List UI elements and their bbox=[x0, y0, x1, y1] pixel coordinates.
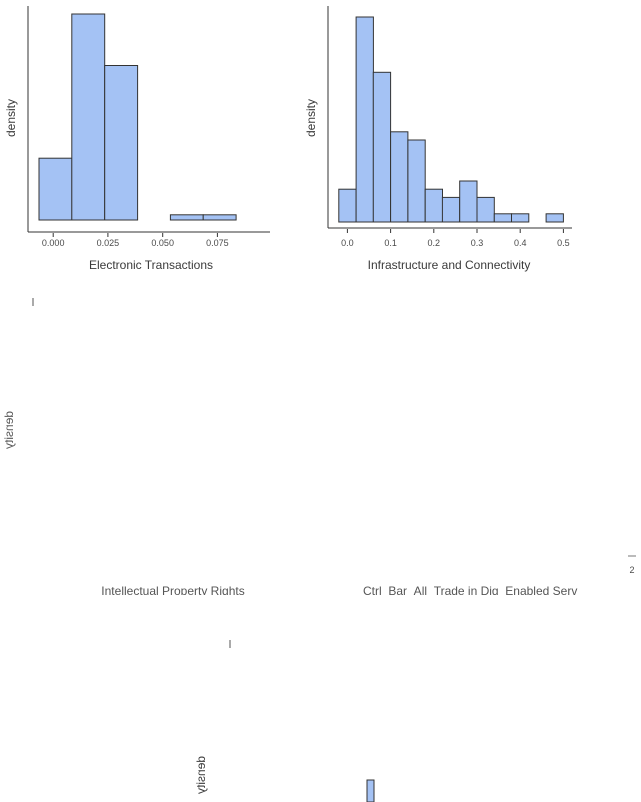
histogram-bar bbox=[38, 157, 73, 221]
histogram-bar bbox=[493, 213, 513, 223]
histogram-bar bbox=[366, 779, 375, 802]
x-tick-label: 0.0 bbox=[341, 238, 354, 248]
panel-infrastructure-and-connectivity: 0.0 0.1 0.2 0.3 0.4 0.5 Infrastructure and Co… bbox=[304, 6, 572, 272]
x-tick-group: 0.0 0.1 0.2 0.3 0.4 0.5 bbox=[341, 229, 570, 248]
histogram-bar bbox=[71, 13, 106, 221]
x-axis-title-ctrl-bar: Ctrl_Bar_All_Trade in Dig_Enabled Serv bbox=[363, 586, 578, 595]
panel-electronic-transactions: 0.000 0.025 0.050 0.075 Electronic Transact… bbox=[4, 6, 270, 272]
x-axis-title: Electronic Transactions bbox=[89, 258, 213, 272]
x-tick-label: 0.1 bbox=[384, 238, 397, 248]
histogram-bar bbox=[169, 214, 204, 221]
y-axis-title: density bbox=[304, 99, 318, 137]
y-axis-title: density bbox=[2, 411, 16, 449]
histogram-bar bbox=[407, 139, 426, 223]
x-tick-group: 0.000 0.025 0.050 0.075 bbox=[42, 233, 229, 248]
histogram-bar bbox=[202, 214, 237, 221]
histogram-bar bbox=[476, 196, 495, 223]
x-tick-label: 0.3 bbox=[471, 238, 484, 248]
histogram-bar bbox=[424, 188, 444, 223]
y-axis-title: density bbox=[194, 756, 208, 794]
x-tick-label: 0.075 bbox=[206, 238, 229, 248]
x-tick-label: 2 bbox=[629, 565, 634, 575]
histogram-bar bbox=[390, 131, 409, 223]
y-axis-title: density bbox=[4, 99, 18, 137]
panel-bottom: density bbox=[194, 640, 375, 802]
histogram-bar bbox=[441, 196, 461, 223]
histogram-bar bbox=[372, 71, 392, 223]
x-tick-label: 0.2 bbox=[428, 238, 441, 248]
bar-group bbox=[338, 16, 564, 223]
histogram-bar bbox=[459, 180, 478, 223]
x-tick-label: 0.000 bbox=[42, 238, 65, 248]
x-axis-title-ip-rights: Intellectual Property Rights bbox=[101, 586, 245, 595]
bar-group bbox=[38, 13, 237, 221]
x-tick-label: 0.5 bbox=[557, 238, 570, 248]
panel-intellectual-property-rights: density bbox=[2, 298, 34, 449]
histogram-bar bbox=[338, 188, 357, 223]
panel-ctrl-bar-trade: 2 bbox=[628, 555, 636, 575]
histogram-bar bbox=[545, 213, 564, 223]
x-axis-title: Infrastructure and Connectivity bbox=[368, 258, 531, 272]
x-tick-label: 0.050 bbox=[151, 238, 174, 248]
x-tick-label: 0.4 bbox=[514, 238, 527, 248]
histogram-bar bbox=[355, 16, 374, 223]
histogram-bar bbox=[104, 65, 139, 221]
histogram-bar bbox=[511, 213, 530, 223]
x-tick-label: 0.025 bbox=[97, 238, 120, 248]
